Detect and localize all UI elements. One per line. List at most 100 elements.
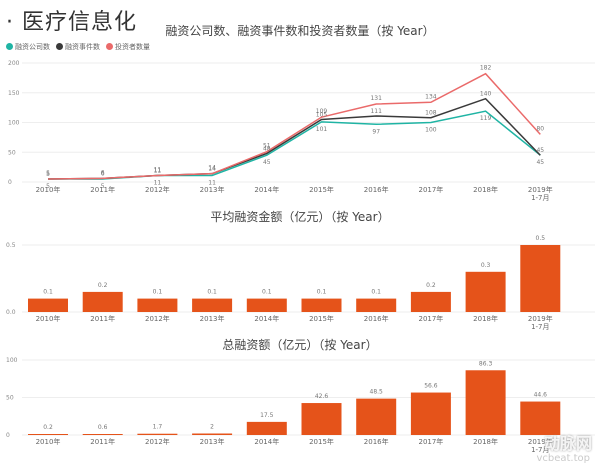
svg-text:0.1: 0.1	[262, 289, 272, 296]
legend-item[interactable]: 融资公司数	[6, 42, 50, 52]
svg-text:100: 100	[8, 120, 20, 127]
svg-text:0: 0	[8, 179, 12, 186]
svg-text:6: 6	[101, 169, 105, 176]
svg-text:0.1: 0.1	[317, 289, 327, 296]
svg-text:2019年: 2019年	[528, 185, 553, 194]
svg-text:86.3: 86.3	[479, 360, 493, 367]
svg-text:48.5: 48.5	[370, 389, 384, 396]
svg-text:42.6: 42.6	[315, 393, 329, 400]
svg-text:2016年: 2016年	[364, 437, 389, 446]
svg-text:5: 5	[46, 183, 50, 190]
total-bar-chart-title: 总融资额（亿元）（按 Year）	[222, 338, 378, 352]
svg-text:131: 131	[370, 95, 382, 102]
svg-text:150: 150	[8, 90, 20, 97]
svg-text:2015年: 2015年	[309, 437, 334, 446]
svg-text:1-7月: 1-7月	[531, 446, 549, 454]
svg-text:2014年: 2014年	[254, 437, 279, 446]
svg-text:2013年: 2013年	[200, 437, 225, 446]
svg-text:2013年: 2013年	[200, 314, 225, 323]
svg-text:17.5: 17.5	[260, 412, 274, 419]
svg-text:14: 14	[208, 166, 216, 173]
svg-text:2012年: 2012年	[145, 185, 170, 194]
svg-text:45: 45	[536, 147, 544, 154]
svg-text:44.6: 44.6	[534, 392, 548, 399]
legend-dot-icon	[6, 43, 13, 50]
svg-text:6: 6	[101, 170, 105, 177]
svg-text:2011年: 2011年	[90, 437, 115, 446]
svg-text:56.6: 56.6	[424, 383, 438, 390]
svg-text:2013年: 2013年	[200, 185, 225, 194]
svg-text:0.1: 0.1	[153, 289, 163, 296]
svg-text:2: 2	[210, 424, 214, 431]
svg-text:5: 5	[101, 183, 105, 190]
svg-text:140: 140	[480, 91, 492, 98]
legend-item[interactable]: 投资者数量	[106, 42, 150, 52]
watermark-url: vcbeat.top	[536, 453, 590, 464]
svg-text:5: 5	[46, 170, 50, 177]
svg-text:48: 48	[263, 145, 271, 152]
svg-text:0.5: 0.5	[536, 235, 546, 242]
svg-text:105: 105	[316, 112, 328, 119]
svg-text:11: 11	[154, 166, 162, 173]
avg-funding-bar-chart: 0.0 0.5 0.1 0.2 0.1 0.1 0.1 0.1 0.1 0.2 0.3 0.5 2010…	[6, 235, 595, 330]
svg-text:80: 80	[536, 125, 544, 132]
svg-text:2019年: 2019年	[528, 437, 553, 446]
svg-text:5: 5	[46, 171, 50, 178]
svg-text:0.6: 0.6	[98, 424, 108, 431]
svg-text:1-7月: 1-7月	[531, 323, 549, 330]
svg-text:119: 119	[480, 115, 492, 122]
svg-text:0.3: 0.3	[481, 262, 491, 269]
svg-text:108: 108	[425, 110, 437, 117]
svg-text:1.7: 1.7	[153, 424, 163, 431]
svg-text:2018年: 2018年	[473, 314, 498, 323]
svg-text:0.1: 0.1	[371, 289, 381, 296]
svg-text:0: 0	[6, 432, 10, 439]
svg-text:0.2: 0.2	[43, 424, 53, 431]
svg-text:0.2: 0.2	[426, 282, 436, 289]
legend-label: 投资者数量	[115, 43, 150, 51]
svg-text:109: 109	[316, 108, 328, 115]
svg-text:2010年: 2010年	[36, 185, 61, 194]
svg-text:200: 200	[8, 60, 20, 67]
svg-text:0.2: 0.2	[98, 282, 108, 289]
svg-text:100: 100	[425, 127, 437, 134]
svg-text:101: 101	[316, 126, 328, 133]
legend-item[interactable]: 融资事件数	[56, 42, 100, 52]
svg-text:2017年: 2017年	[418, 185, 443, 194]
svg-text:2012年: 2012年	[145, 314, 170, 323]
avg-bar-chart-title: 平均融资金额（亿元）（按 Year）	[210, 210, 390, 224]
svg-text:50: 50	[6, 395, 14, 402]
svg-text:2011年: 2011年	[90, 185, 115, 194]
svg-text:11: 11	[208, 179, 216, 186]
svg-text:111: 111	[370, 108, 382, 115]
svg-text:11: 11	[154, 179, 162, 186]
svg-text:2018年: 2018年	[473, 185, 498, 194]
svg-text:51: 51	[263, 143, 271, 150]
svg-text:2017年: 2017年	[418, 437, 443, 446]
legend-dot-icon	[106, 43, 113, 50]
line-chart-legend: 融资公司数 融资事件数 投资者数量	[6, 42, 150, 52]
svg-text:2015年: 2015年	[309, 314, 334, 323]
svg-text:97: 97	[372, 128, 380, 135]
svg-text:1-7月: 1-7月	[531, 194, 549, 202]
svg-text:2016年: 2016年	[364, 314, 389, 323]
svg-text:100: 100	[6, 357, 18, 364]
svg-text:2015年: 2015年	[309, 185, 334, 194]
svg-text:2016年: 2016年	[364, 185, 389, 194]
svg-text:2018年: 2018年	[473, 437, 498, 446]
svg-text:134: 134	[425, 93, 437, 100]
svg-text:2017年: 2017年	[418, 314, 443, 323]
svg-text:2012年: 2012年	[145, 437, 170, 446]
line-chart-title: 融资公司数、融资事件数和投资者数量（按 Year）	[165, 24, 435, 38]
svg-text:14: 14	[208, 165, 216, 172]
svg-text:2014年: 2014年	[254, 185, 279, 194]
svg-text:182: 182	[480, 65, 492, 72]
svg-text:0.5: 0.5	[6, 242, 16, 249]
legend-label: 融资事件数	[65, 43, 100, 51]
svg-text:45: 45	[536, 159, 544, 166]
svg-text:2010年: 2010年	[36, 314, 61, 323]
svg-text:0.1: 0.1	[207, 289, 217, 296]
svg-text:0.0: 0.0	[6, 309, 16, 316]
legend-dot-icon	[56, 43, 63, 50]
